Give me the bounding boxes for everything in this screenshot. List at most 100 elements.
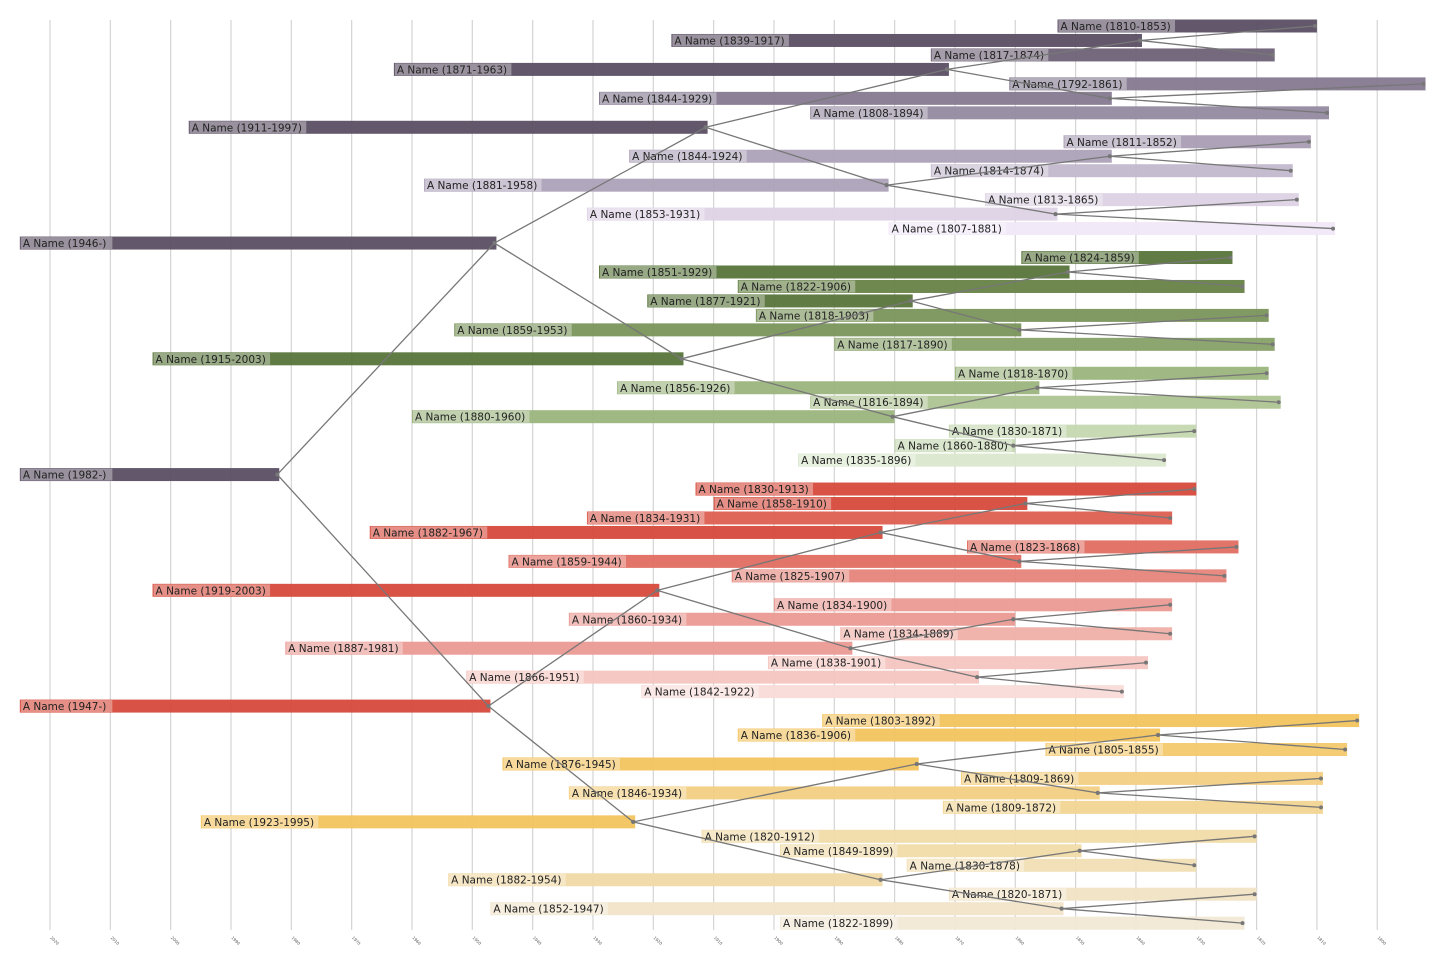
connector-dot xyxy=(1240,921,1245,926)
label-background xyxy=(732,569,850,582)
parent-connector-line xyxy=(657,531,881,591)
connector-dot xyxy=(1011,617,1016,622)
lifespan-bar xyxy=(19,236,497,250)
person-label: A Name (1919-2003) xyxy=(156,585,266,597)
lifespan-bar xyxy=(568,612,1016,626)
person-bar: A Name (1824-1859) xyxy=(1021,251,1233,265)
connector-dot xyxy=(1017,559,1022,564)
person-bar: A Name (1830-1871) xyxy=(948,424,1197,438)
parent-connector-line xyxy=(850,618,1014,649)
parent-connector-line xyxy=(1109,141,1309,157)
label-background xyxy=(455,323,572,336)
lifespan-bar xyxy=(647,294,913,308)
connector-dot xyxy=(1264,313,1269,318)
person-label: A Name (1880-1960) xyxy=(415,412,525,424)
person-label: A Name (1805-1855) xyxy=(1048,745,1158,757)
person-label: A Name (1860-1934) xyxy=(572,614,682,626)
label-background xyxy=(600,265,717,278)
person-label: A Name (1839-1917) xyxy=(674,35,784,47)
person-bar: A Name (1882-1954) xyxy=(448,873,883,887)
label-background xyxy=(738,729,856,742)
connector-dot xyxy=(975,675,980,680)
person-bar: A Name (1911-1997) xyxy=(188,120,708,134)
connector-dot xyxy=(1144,660,1149,665)
person-bar: A Name (1876-1945) xyxy=(502,757,919,771)
label-background xyxy=(986,193,1103,206)
lifespan-bar xyxy=(810,395,1281,409)
person-bar: A Name (1808-1894) xyxy=(810,106,1329,120)
connector-dot xyxy=(1294,197,1299,202)
connector-dot xyxy=(1168,515,1173,520)
label-background xyxy=(600,92,717,105)
person-label: A Name (1838-1901) xyxy=(771,658,881,670)
person-label: A Name (1887-1981) xyxy=(288,643,398,655)
label-background xyxy=(189,121,307,134)
person-label: A Name (1792-1861) xyxy=(1012,79,1122,91)
x-tick-label: 1840 xyxy=(1135,935,1146,946)
person-bar: A Name (1859-1953) xyxy=(454,323,1022,337)
x-tick-label: 1880 xyxy=(894,935,905,946)
connector-dot xyxy=(1264,371,1269,376)
parent-connector-line xyxy=(916,734,1159,765)
person-bar: A Name (1844-1924) xyxy=(629,149,1112,163)
person-bar: A Name (1915-2003) xyxy=(152,352,684,366)
connector-dot xyxy=(1306,139,1311,144)
person-label: A Name (1834-1900) xyxy=(777,600,887,612)
parent-connector-line xyxy=(1013,618,1171,635)
person-label: A Name (1816-1894) xyxy=(813,397,923,409)
label-background xyxy=(1058,20,1176,32)
x-tick-label: 1940 xyxy=(532,935,543,946)
person-label: A Name (1813-1865) xyxy=(988,195,1098,207)
lifespan-bar xyxy=(1021,251,1233,265)
person-label: A Name (1820-1912) xyxy=(705,831,815,843)
person-bar: A Name (1881-1958) xyxy=(424,178,889,192)
person-bar: A Name (1834-1900) xyxy=(773,598,1173,612)
label-background xyxy=(907,859,1025,872)
parent-connector-line xyxy=(1097,777,1322,794)
person-bar: A Name (1858-1910) xyxy=(713,497,1028,511)
parent-connector-line xyxy=(1037,387,1279,403)
person-bar: A Name (1830-1913) xyxy=(695,482,1197,496)
person-label: A Name (1809-1869) xyxy=(964,773,1074,785)
x-tick-label: 1980 xyxy=(291,935,302,946)
person-bar: A Name (1836-1906) xyxy=(737,728,1161,742)
label-background xyxy=(1064,135,1182,148)
connector-dot xyxy=(1156,733,1161,738)
label-background xyxy=(835,338,952,351)
connector-dot xyxy=(275,472,280,477)
label-background xyxy=(569,613,687,626)
lifespan-bar xyxy=(713,497,1028,511)
connector-dot xyxy=(1312,24,1317,28)
x-tick-label: 1960 xyxy=(411,935,422,946)
connector-dot xyxy=(1023,501,1028,506)
parent-connector-line xyxy=(880,502,1026,534)
lifespan-bar xyxy=(1063,135,1311,149)
person-bar: A Name (1818-1870) xyxy=(954,366,1269,380)
person-label: A Name (1947-) xyxy=(23,701,107,713)
lifespan-bar xyxy=(967,540,1239,554)
person-label: A Name (1822-1906) xyxy=(741,281,851,293)
person-label: A Name (1822-1899) xyxy=(783,918,893,930)
person-bar: A Name (1820-1871) xyxy=(948,887,1257,901)
label-background xyxy=(768,656,886,669)
label-background xyxy=(370,526,488,539)
lifespan-bar xyxy=(755,308,1269,322)
person-label: A Name (1844-1924) xyxy=(632,151,742,163)
parent-connector-line xyxy=(488,589,658,707)
parent-connector-line xyxy=(880,879,1062,910)
lifespan-bar xyxy=(779,916,1245,930)
label-background xyxy=(618,381,735,394)
parent-connector-line xyxy=(1109,83,1424,99)
parent-connector-line xyxy=(1139,39,1273,56)
parent-connector-line xyxy=(886,155,1110,186)
label-background xyxy=(841,627,958,640)
person-bar: A Name (1816-1894) xyxy=(810,395,1281,409)
person-bar: A Name (1866-1951) xyxy=(466,670,980,684)
person-label: A Name (1830-1913) xyxy=(699,484,809,496)
connector-dot xyxy=(908,298,913,303)
parent-connector-line xyxy=(910,300,1020,331)
lifespan-bar xyxy=(200,815,636,829)
person-label: A Name (1851-1929) xyxy=(602,267,712,279)
connector-dot xyxy=(1270,52,1275,57)
person-bar: A Name (1853-1931) xyxy=(586,207,1058,221)
